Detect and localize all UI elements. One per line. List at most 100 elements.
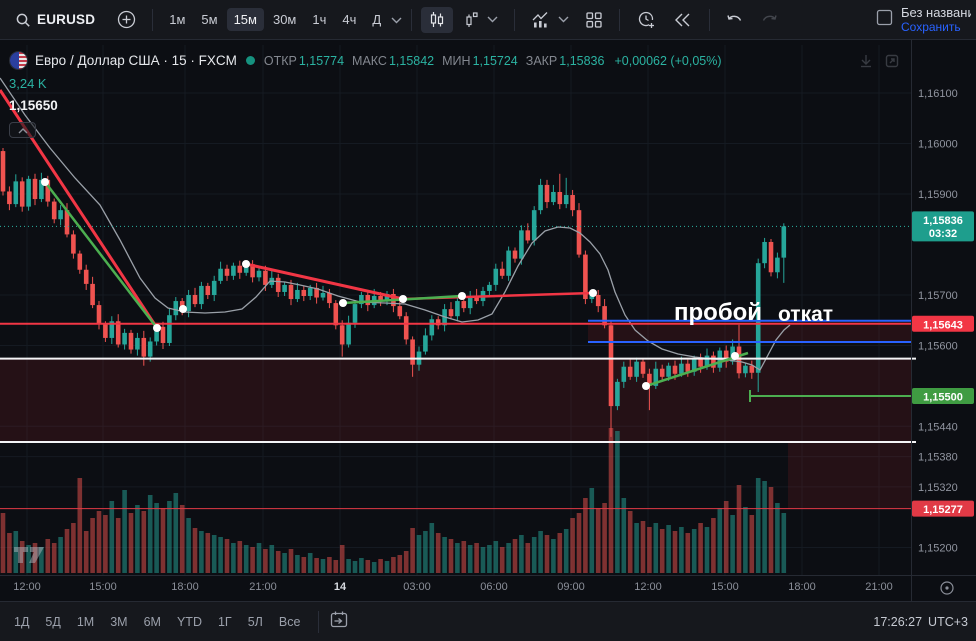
toolbar-separator — [514, 8, 516, 31]
svg-text:откат: откат — [778, 303, 833, 326]
search-icon — [15, 12, 31, 28]
close-value: 1,15836 — [559, 53, 605, 68]
save-layout-button[interactable]: Сохранить — [901, 19, 961, 34]
zone-rectangles — [0, 323, 911, 509]
hollow-candle-chart-icon — [462, 11, 480, 29]
create-alert-button[interactable] — [629, 6, 664, 34]
range-6m-button[interactable]: 6М — [143, 614, 161, 629]
svg-text:1,15277: 1,15277 — [923, 504, 963, 516]
svg-text:1,15600: 1,15600 — [918, 341, 958, 353]
indicators-chevron-down-icon[interactable] — [558, 16, 569, 23]
axes-layer: 1,16100 1,16000 1,15900 1,15700 1,15600 1,154… — [0, 40, 976, 601]
timeframe-15m[interactable]: 15м — [226, 8, 264, 31]
chart-pane[interactable]: пробой откат 1,16100 1,16000 1,15900 1,15700 1… — [0, 40, 976, 601]
session-clock[interactable]: 17:26:27 — [873, 614, 923, 629]
timeframe-30m[interactable]: 30м — [272, 12, 297, 27]
low-label: МИН — [442, 53, 471, 68]
svg-text:03:00: 03:00 — [403, 581, 431, 593]
range-ytd-button[interactable]: YTD — [176, 614, 202, 629]
high-label: МАКС — [352, 53, 387, 68]
compare-add-symbol-button[interactable] — [110, 6, 143, 33]
svg-text:1,15900: 1,15900 — [918, 189, 958, 201]
alert-clock-plus-icon — [636, 10, 657, 30]
range-5y-button[interactable]: 5Л — [247, 614, 263, 629]
svg-text:1,15500: 1,15500 — [923, 392, 963, 404]
layout-name[interactable]: Без названия — [901, 4, 971, 20]
range-3m-button[interactable]: 3М — [110, 614, 128, 629]
range-5d-button[interactable]: 5Д — [45, 614, 61, 629]
svg-text:03:32: 03:32 — [929, 228, 957, 240]
change-value: +0,00062 (+0,05%) — [614, 53, 722, 68]
calendar-goto-icon — [329, 610, 349, 634]
symbol-title[interactable]: Евро / Доллар США · 15 · FXCM — [35, 53, 237, 68]
svg-text:18:00: 18:00 — [788, 581, 816, 593]
range-1d-button[interactable]: 1Д — [14, 614, 30, 629]
trendline-drawings — [0, 89, 749, 390]
scale-settings-icon[interactable] — [940, 581, 954, 595]
svg-text:21:00: 21:00 — [249, 581, 277, 593]
svg-text:06:00: 06:00 — [480, 581, 508, 593]
timeframe-1h[interactable]: 1ч — [312, 12, 327, 27]
close-label: ЗАКР — [525, 53, 558, 68]
horizontal-lines — [0, 225, 916, 510]
volume-bars — [0, 428, 787, 573]
svg-text:1,15380: 1,15380 — [918, 452, 958, 464]
market-status-icon[interactable] — [245, 56, 255, 65]
toolbar-separator — [318, 610, 320, 633]
chart-style-alt-button[interactable] — [455, 7, 505, 33]
open-value: 1,15774 — [298, 53, 345, 68]
timeframe-1m[interactable]: 1м — [169, 12, 186, 27]
range-1y-button[interactable]: 1Г — [217, 614, 232, 629]
svg-text:09:00: 09:00 — [557, 581, 585, 593]
symbol-search-button[interactable]: EURUSD — [8, 8, 102, 32]
svg-text:21:00: 21:00 — [865, 581, 893, 593]
volume-legend-value: 3,24 K — [9, 76, 47, 91]
timeframe-4h[interactable]: 4ч — [342, 12, 357, 27]
svg-text:12:00: 12:00 — [634, 581, 662, 593]
range-1m-button[interactable]: 1М — [76, 614, 95, 629]
toolbar-separator — [152, 8, 154, 31]
layout-box-icon[interactable] — [876, 9, 893, 31]
range-all-button[interactable]: Все — [278, 614, 301, 629]
chart-legend: Евро / Доллар США · 15 · FXCM ОТКР 1,1577… — [9, 51, 722, 138]
svg-text:15:00: 15:00 — [89, 581, 117, 593]
timeframe-1d[interactable]: Д — [372, 12, 382, 27]
indicators-icon — [531, 11, 551, 29]
svg-text:1,15320: 1,15320 — [918, 482, 958, 494]
ohlc-values: ОТКР 1,15774 МАКС 1,15842 МИН 1,15724 ЗАКР 1… — [264, 54, 722, 68]
tradingview-logo-icon — [14, 547, 44, 563]
open-label: ОТКР — [263, 53, 297, 68]
svg-text:1,15700: 1,15700 — [918, 290, 958, 302]
svg-text:15:00: 15:00 — [711, 581, 739, 593]
timezone-label[interactable]: UTC+3 — [928, 614, 968, 629]
candles-layer — [0, 148, 787, 437]
svg-text:1,15200: 1,15200 — [918, 543, 958, 555]
chart-style-candles-button[interactable] — [421, 6, 454, 33]
svg-text:12:00: 12:00 — [13, 581, 41, 593]
svg-text:1,16000: 1,16000 — [918, 139, 958, 151]
toolbar-separator — [619, 8, 621, 31]
timeframe-5m[interactable]: 5м — [201, 12, 218, 27]
svg-text:14: 14 — [334, 581, 347, 593]
svg-text:пробой: пробой — [674, 299, 762, 326]
undo-button[interactable] — [719, 9, 751, 31]
timeframes-chevron-down-icon[interactable] — [391, 11, 402, 29]
toolbar-separator — [411, 8, 413, 31]
redo-arrow-icon — [760, 13, 778, 27]
price-chart[interactable]: пробой откат1,161001,160001,159001,157001… — [0, 40, 976, 601]
ma-legend-value: 1,15650 — [9, 98, 58, 113]
maximize-pane-icon[interactable] — [884, 53, 900, 74]
legend-collapse-button[interactable] — [9, 122, 36, 138]
bottom-toolbar: 1Д 5Д 1М 3М 6М YTD 1Г 5Л Все 17:26:27 UT… — [0, 601, 976, 641]
indicators-button[interactable] — [524, 7, 576, 33]
go-to-date-button[interactable] — [329, 610, 349, 634]
redo-button[interactable] — [753, 9, 785, 31]
candlestick-chart-icon — [428, 11, 446, 29]
chart-annotations: пробой откат — [14, 299, 833, 563]
top-toolbar: EURUSD 1м 5м 15м 30м 1ч 4ч Д — [0, 0, 976, 40]
chart-style-chevron-down-icon[interactable] — [487, 16, 498, 23]
chevron-up-icon — [18, 121, 28, 139]
indicator-templates-button[interactable] — [578, 7, 610, 33]
bar-replay-button[interactable] — [666, 8, 700, 32]
scroll-to-bar-icon[interactable] — [858, 53, 874, 74]
